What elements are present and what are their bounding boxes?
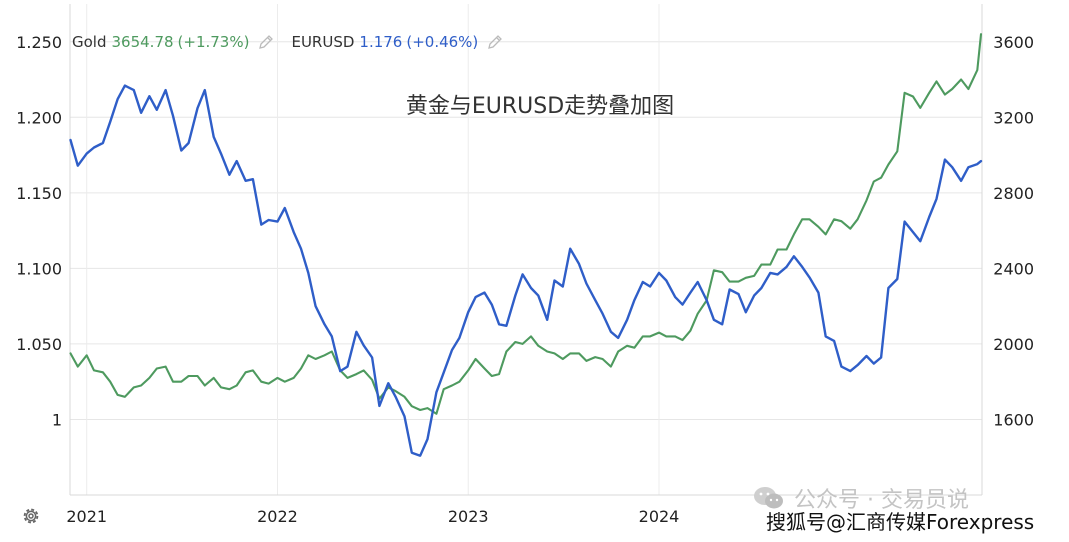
wechat-icon	[754, 487, 783, 509]
x-axis-tick-label: 2024	[639, 507, 680, 526]
gear-icon[interactable]	[20, 505, 42, 527]
legend-eurusd-change: (+0.46%)	[406, 33, 479, 51]
gold-series	[69, 33, 983, 415]
right-axis-tick-label: 2000	[993, 335, 1034, 354]
legend-eurusd-value: 1.176	[359, 33, 403, 51]
gold-line	[69, 33, 983, 415]
legend-gold-value: 3654.78	[111, 33, 174, 51]
eurusd-line	[69, 84, 983, 457]
watermark-account-text: 公众号 · 交易员说	[794, 488, 969, 513]
axes: 1 1.050 1.100 1.150 1.200 1.250 1600 2000 2400 28…	[16, 33, 1034, 526]
right-axis-tick-label: 3600	[993, 33, 1034, 52]
x-axis-tick-label: 2023	[448, 507, 489, 526]
legend: Gold 3654.78 (+1.73%) EURUSD 1.176 (+0.4…	[72, 30, 520, 54]
eurusd-series	[69, 84, 983, 457]
left-axis-tick-label: 1.200	[16, 108, 62, 127]
right-axis-tick-label: 2800	[993, 184, 1034, 203]
x-axis-tick-label: 2022	[257, 507, 298, 526]
left-axis-tick-label: 1	[52, 410, 62, 429]
right-axis-tick-label: 3200	[993, 108, 1034, 127]
pencil-icon[interactable]	[257, 33, 275, 51]
legend-eurusd-name: EURUSD	[291, 33, 355, 51]
pencil-icon[interactable]	[486, 33, 504, 51]
left-axis-tick-label: 1.150	[16, 184, 62, 203]
legend-gold-change: (+1.73%)	[177, 33, 250, 51]
grid	[69, 4, 983, 496]
left-axis-tick-label: 1.100	[16, 259, 62, 278]
legend-gold-name: Gold	[72, 33, 107, 51]
chart-title: 黄金与EURUSD走势叠加图	[406, 94, 674, 119]
right-axis-tick-label: 1600	[993, 410, 1034, 429]
watermark-source: 搜狐号@汇商传媒Forexpress	[766, 510, 1035, 534]
left-axis-tick-label: 1.250	[16, 33, 62, 52]
watermark-account: 公众号 · 交易员说	[752, 482, 969, 514]
right-axis-tick-label: 2400	[993, 259, 1034, 278]
x-axis-tick-label: 2021	[66, 507, 107, 526]
left-axis-tick-label: 1.050	[16, 335, 62, 354]
